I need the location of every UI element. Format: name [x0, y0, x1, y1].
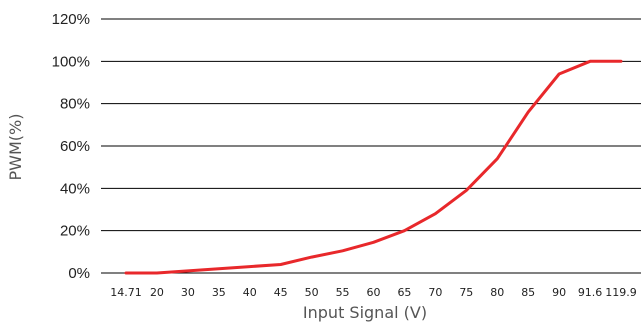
y-tick-label: 80% [60, 96, 90, 113]
x-tick-label: 20 [150, 286, 164, 299]
y-axis-ticks: 0% 20% 40% 60% 80% 100% 120% [52, 11, 90, 282]
series-line [124, 59, 623, 275]
x-tick-label: 14.71 [110, 286, 142, 299]
x-tick-label: 40 [243, 286, 257, 299]
x-tick-label: 60 [367, 286, 381, 299]
x-axis-ticks: 14.71 20 30 35 40 45 50 55 60 65 70 75 80 85 90 91.6 119… [110, 286, 637, 299]
y-tick-label: 60% [60, 138, 90, 155]
y-axis-label: PWM(%) [6, 114, 25, 181]
x-tick-label: 75 [459, 286, 473, 299]
x-tick-label: 85 [521, 286, 535, 299]
series-group [124, 59, 623, 275]
x-tick-label: 55 [336, 286, 350, 299]
x-tick-label: 70 [428, 286, 442, 299]
x-tick-label: 65 [397, 286, 411, 299]
y-tick-label: 20% [60, 223, 90, 240]
x-tick-label: 119.9 [605, 286, 637, 299]
y-tick-label: 0% [68, 265, 90, 282]
x-tick-label: 80 [490, 286, 504, 299]
y-tick-label: 120% [52, 11, 90, 28]
x-tick-label: 30 [181, 286, 195, 299]
x-tick-label: 35 [212, 286, 226, 299]
x-tick-label: 90 [552, 286, 566, 299]
x-tick-label: 45 [274, 286, 288, 299]
y-tick-label: 100% [52, 53, 90, 70]
x-axis-label: Input Signal (V) [303, 303, 427, 322]
gridlines [101, 18, 641, 274]
x-tick-label: 91.6 [578, 286, 603, 299]
x-tick-label: 50 [305, 286, 319, 299]
y-tick-label: 40% [60, 180, 90, 197]
